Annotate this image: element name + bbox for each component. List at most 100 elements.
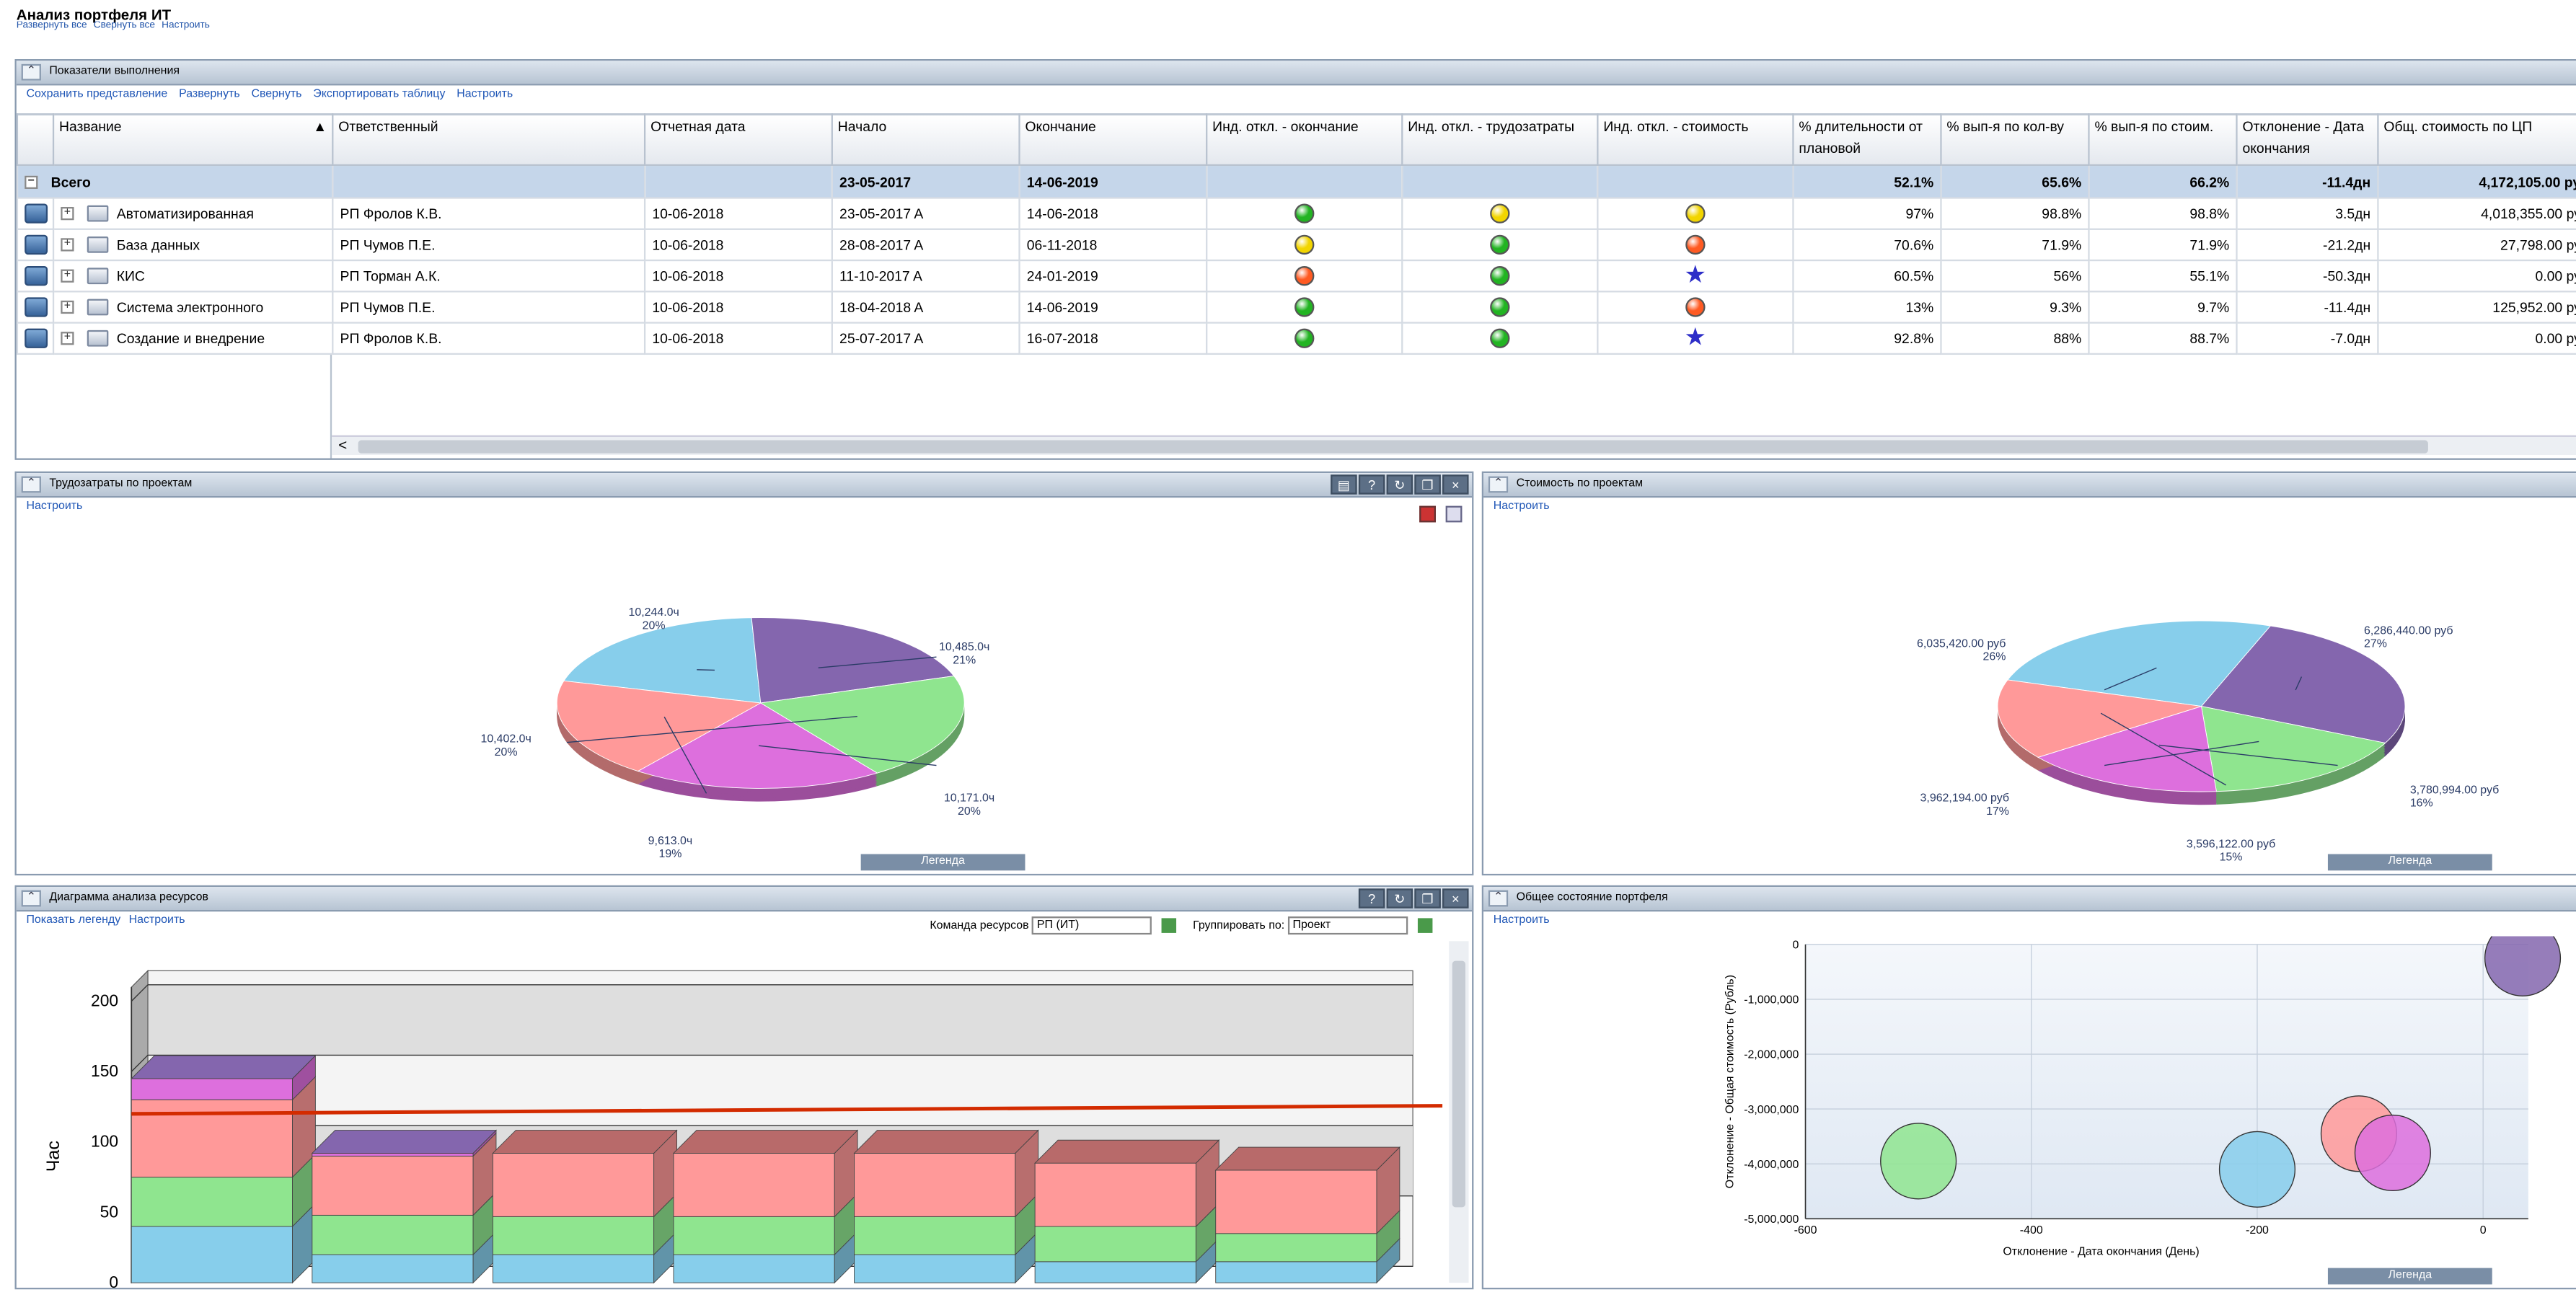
- total-cell: 27,798.00 руб: [2377, 228, 2576, 262]
- col-qty[interactable]: % вып-я по кол-ву: [1940, 113, 2090, 167]
- legend-toggle[interactable]: Легенда: [2327, 854, 2492, 871]
- expand-toggle-icon[interactable]: +: [61, 301, 74, 314]
- table-row[interactable]: + Автоматизированная РП Фролов К.В. 10-06-2…: [16, 197, 2576, 230]
- table-row[interactable]: + Система электронного РП Чумов П.Е. 10-06-…: [16, 291, 2576, 324]
- col-total[interactable]: Общ. стоимость по ЦП: [2377, 113, 2576, 167]
- popout-icon[interactable]: ❐: [1414, 474, 1441, 495]
- project-name-cell[interactable]: + Система электронного: [52, 291, 334, 324]
- collapse-link[interactable]: Свернуть: [251, 89, 302, 100]
- configure-link[interactable]: Настроить: [26, 500, 83, 513]
- y-tick-label: 50: [100, 1202, 118, 1221]
- total-cell: 4,018,355.00 руб: [2377, 197, 2576, 230]
- project-name-cell[interactable]: + КИС: [52, 259, 334, 293]
- sort-asc-icon[interactable]: ▲: [313, 118, 327, 135]
- cost-panel: ⌃ Стоимость по проектам Настроить 6,035,4…: [1481, 471, 2576, 876]
- ind-cost-cell: ★: [1597, 259, 1794, 293]
- expand-toggle-icon[interactable]: +: [61, 207, 74, 221]
- collapse-icon[interactable]: ⌃: [21, 63, 41, 81]
- ind-labor-cell: [1401, 322, 1599, 355]
- expand-toggle-icon[interactable]: +: [61, 270, 74, 283]
- vertical-scrollbar[interactable]: [1449, 941, 1469, 1283]
- open-project-icon[interactable]: [25, 328, 48, 348]
- pie-label: 10,485.0ч 21%: [939, 641, 989, 666]
- group-input[interactable]: Проект: [1287, 916, 1408, 935]
- collapse-icon[interactable]: ⌃: [1488, 890, 1509, 907]
- bar-segment: [673, 1153, 835, 1217]
- scrollbar-thumb[interactable]: [1452, 960, 1465, 1208]
- collapse-icon[interactable]: ⌃: [1488, 476, 1509, 493]
- configure-link[interactable]: Настроить: [162, 21, 210, 32]
- table-view-icon[interactable]: [1445, 505, 1463, 523]
- expand-toggle-icon[interactable]: +: [61, 239, 74, 252]
- table-row[interactable]: + КИС РП Торман А.К. 10-06-2018 11-10-2017 A…: [16, 259, 2576, 293]
- configure-link[interactable]: Настроить: [128, 914, 185, 927]
- report-date-cell: 10-06-2018: [643, 197, 833, 230]
- expand-link[interactable]: Развернуть: [179, 89, 240, 100]
- print-icon[interactable]: ▤: [1331, 474, 1357, 495]
- table-empty-area: [17, 355, 332, 459]
- bar-segment: [131, 1078, 293, 1100]
- end-cell: 16-07-2018: [1018, 322, 1208, 355]
- group-picker-icon[interactable]: [1417, 918, 1433, 933]
- legend-toggle[interactable]: Легенда: [2327, 1268, 2492, 1285]
- deviation-cell: -50.3дн: [2236, 259, 2379, 293]
- ind-end-cell: [1206, 259, 1403, 293]
- collapse-icon[interactable]: ⌃: [21, 476, 41, 493]
- col-report-date[interactable]: Отчетная дата: [643, 113, 833, 167]
- open-project-icon[interactable]: [25, 266, 48, 286]
- col-deviation[interactable]: Отклонение - Дата окончания: [2236, 113, 2379, 167]
- col-ind-cost[interactable]: Инд. откл. - стоимость: [1597, 113, 1794, 167]
- collapse-toggle-icon[interactable]: −: [25, 176, 38, 190]
- col-ind-labor[interactable]: Инд. откл. - трудозатраты: [1401, 113, 1599, 167]
- pie-slice: [759, 676, 965, 774]
- scroll-left-icon[interactable]: <: [338, 436, 348, 454]
- close-icon[interactable]: ×: [1442, 474, 1469, 495]
- configure-link[interactable]: Настроить: [1493, 500, 1550, 513]
- collapse-icon[interactable]: ⌃: [21, 890, 41, 907]
- resource-panel: ⌃ Диаграмма анализа ресурсов ? ↻ ❐ × Показат…: [14, 885, 1474, 1290]
- status-red-icon: [1685, 234, 1706, 255]
- collapse-all-link[interactable]: Свернуть все: [93, 21, 156, 32]
- show-legend-link[interactable]: Показать легенду: [26, 914, 121, 927]
- col-start[interactable]: Начало: [831, 113, 1020, 167]
- help-icon[interactable]: ?: [1358, 474, 1385, 495]
- chart-type-icon[interactable]: [1419, 505, 1436, 523]
- x-axis-label: Отклонение - Дата окончания (День): [2003, 1245, 2199, 1257]
- col-cost[interactable]: % вып-я по стоим.: [2088, 113, 2238, 167]
- expand-toggle-icon[interactable]: +: [61, 332, 74, 346]
- table-row[interactable]: + Создание и внедрение РП Фролов К.В. 10-06…: [16, 322, 2576, 355]
- team-input[interactable]: РП (ИТ): [1032, 916, 1152, 935]
- open-project-icon[interactable]: [25, 234, 48, 255]
- horizontal-scrollbar[interactable]: <: [332, 435, 2576, 456]
- performance-table: Название ▲ Ответственный Отчетная дата Н…: [16, 113, 2576, 355]
- help-icon[interactable]: ?: [1358, 888, 1385, 908]
- col-owner[interactable]: Ответственный: [332, 113, 646, 167]
- ind-cost-cell: [1597, 228, 1794, 262]
- scrollbar-thumb[interactable]: [358, 440, 2428, 454]
- save-view-link[interactable]: Сохранить представление: [26, 89, 168, 100]
- popout-icon[interactable]: ❐: [1414, 888, 1441, 908]
- export-table-link[interactable]: Экспортировать таблицу: [313, 89, 446, 100]
- qty-cell: 9.3%: [1940, 291, 2090, 324]
- col-duration[interactable]: % длительности от плановой: [1792, 113, 1942, 167]
- col-ind-end[interactable]: Инд. откл. - окончание: [1206, 113, 1403, 167]
- configure-link[interactable]: Настроить: [456, 89, 513, 100]
- legend-toggle[interactable]: Легенда: [860, 854, 1025, 871]
- refresh-icon[interactable]: ↻: [1386, 888, 1413, 908]
- scatter-bubble: [1880, 1123, 1957, 1200]
- table-row[interactable]: + База данных РП Чумов П.Е. 10-06-2018 28-08…: [16, 228, 2576, 262]
- col-end[interactable]: Окончание: [1018, 113, 1208, 167]
- panel-header: ⌃ Показатели выполнения: [16, 61, 2576, 86]
- project-name-cell[interactable]: + База данных: [52, 228, 334, 262]
- open-project-icon[interactable]: [25, 203, 48, 224]
- close-icon[interactable]: ×: [1442, 888, 1469, 908]
- configure-link[interactable]: Настроить: [1493, 914, 1550, 927]
- team-picker-icon[interactable]: [1161, 918, 1177, 933]
- open-project-icon[interactable]: [25, 297, 48, 317]
- project-name-cell[interactable]: + Создание и внедрение: [52, 322, 334, 355]
- expand-all-link[interactable]: Развернуть все: [16, 21, 87, 32]
- col-name[interactable]: Название ▲: [52, 113, 334, 167]
- project-name-cell[interactable]: + Автоматизированная: [52, 197, 334, 230]
- refresh-icon[interactable]: ↻: [1386, 474, 1413, 495]
- y-tick-label: -5,000,000: [1744, 1213, 1799, 1226]
